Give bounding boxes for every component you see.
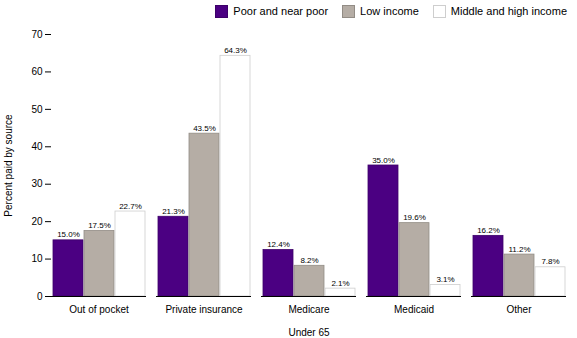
svg-text:21.3%: 21.3% bbox=[162, 207, 185, 216]
svg-text:Other: Other bbox=[506, 304, 532, 315]
svg-text:8.2%: 8.2% bbox=[300, 256, 318, 265]
svg-text:16.2%: 16.2% bbox=[477, 226, 500, 235]
svg-text:35.0%: 35.0% bbox=[372, 156, 395, 165]
html-text:Low income: Low income bbox=[360, 5, 419, 17]
svg-text:30: 30 bbox=[31, 178, 43, 189]
svg-text:11.2%: 11.2% bbox=[508, 245, 530, 254]
svg-text:43.5%: 43.5% bbox=[193, 124, 216, 133]
svg-text:7.8%: 7.8% bbox=[541, 257, 559, 266]
svg-text:40: 40 bbox=[31, 141, 43, 152]
svg-text:Medicare: Medicare bbox=[288, 304, 330, 315]
svg-text:15.0%: 15.0% bbox=[57, 230, 80, 239]
svg-text:0: 0 bbox=[37, 291, 43, 302]
svg-text:Percent paid by source: Percent paid by source bbox=[3, 114, 14, 217]
svg-text:64.3%: 64.3% bbox=[224, 46, 247, 55]
svg-text:22.7%: 22.7% bbox=[119, 202, 142, 211]
svg-text:Under 65: Under 65 bbox=[288, 327, 330, 338]
svg-text:50: 50 bbox=[31, 104, 43, 115]
svg-text:17.5%: 17.5% bbox=[88, 221, 111, 230]
svg-text:2.1%: 2.1% bbox=[331, 279, 349, 288]
svg-text:3.1%: 3.1% bbox=[436, 275, 454, 284]
svg-text:19.6%: 19.6% bbox=[403, 213, 426, 222]
svg-text:12.4%: 12.4% bbox=[267, 240, 290, 249]
svg-text:20: 20 bbox=[31, 216, 43, 227]
svg-text:70: 70 bbox=[31, 29, 43, 40]
html-text:Middle and high income: Middle and high income bbox=[450, 5, 567, 17]
svg-text:10: 10 bbox=[31, 253, 43, 264]
svg-text:Medicaid: Medicaid bbox=[394, 304, 434, 315]
svg-text:60: 60 bbox=[31, 66, 43, 77]
svg-text:Private insurance: Private insurance bbox=[165, 304, 243, 315]
html-text:Poor and near poor: Poor and near poor bbox=[233, 5, 329, 17]
svg-text:Out of pocket: Out of pocket bbox=[69, 304, 129, 315]
